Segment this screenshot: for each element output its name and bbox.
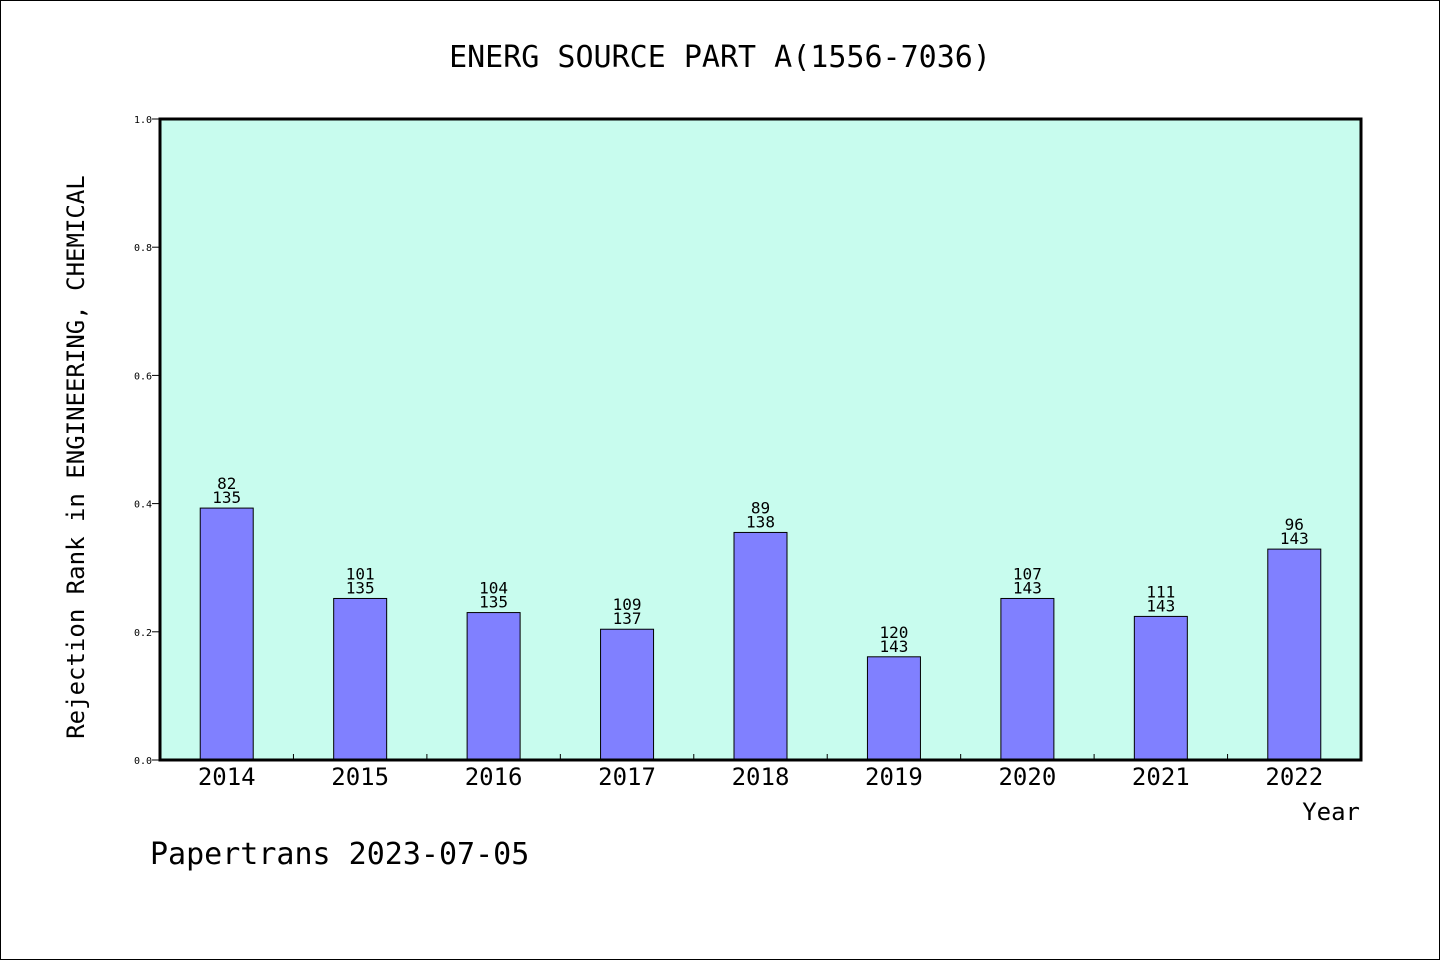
bar-2018	[733, 531, 788, 761]
bar-rank-label: 96	[1285, 515, 1304, 534]
x-tick-label: 2014	[198, 763, 256, 791]
bar-total-label: 138	[746, 512, 775, 531]
x-tick-label: 2017	[598, 763, 656, 791]
bar-total-label: 135	[212, 488, 241, 507]
bar-rank-label: 111	[1146, 582, 1175, 601]
bar-rank-label: 89	[751, 498, 770, 517]
bar-2017	[600, 628, 655, 761]
y-axis-label: Rejection Rank in ENGINEERING, CHEMICAL	[62, 175, 90, 739]
x-axis: 2014 2015 2016 2017 2018 2019 2020 2021 2022	[198, 754, 1323, 791]
plot-border	[158, 117, 1363, 762]
bar-total-label: 143	[1146, 596, 1175, 615]
bar-2016	[466, 612, 521, 761]
bar-total-label: 135	[479, 593, 508, 612]
bar-2021	[1133, 615, 1188, 761]
bar-total-label: 143	[1280, 529, 1309, 548]
bar-total-label: 143	[879, 637, 908, 656]
bar-total-label: 137	[613, 609, 642, 628]
bar-2019	[866, 656, 921, 761]
bar-rank-label: 120	[879, 623, 908, 642]
bar-2015	[333, 597, 388, 761]
y-tick-label: 0.6	[134, 371, 152, 382]
bar-rank-label: 107	[1013, 564, 1042, 583]
bar-2014	[199, 507, 254, 761]
y-tick-label: 0.2	[134, 628, 152, 639]
y-tick-label: 0.4	[134, 500, 152, 511]
y-tick-label: 0.8	[134, 243, 152, 254]
x-tick-label: 2015	[331, 763, 389, 791]
bar-2020	[1000, 597, 1055, 761]
bar-rank-label: 109	[613, 595, 642, 614]
x-tick-label: 2016	[465, 763, 523, 791]
bar-rank-label: 104	[479, 579, 508, 598]
bar-rank-label: 82	[217, 474, 236, 493]
bar-total-label: 135	[346, 578, 375, 597]
x-axis-label: Year	[1302, 798, 1360, 826]
chart-title: ENERG SOURCE PART A(1556-7036)	[449, 40, 991, 75]
bar-2022	[1267, 548, 1322, 761]
bar-total-label: 143	[1013, 578, 1042, 597]
bar-rank-label: 101	[346, 564, 375, 583]
x-tick-label: 2020	[998, 763, 1056, 791]
y-axis: 0.0 0.2 0.4 0.6 0.8 1.0	[134, 115, 160, 767]
bars-group	[199, 507, 1322, 761]
x-tick-label: 2019	[865, 763, 923, 791]
footer-text: Papertrans 2023-07-05	[150, 837, 529, 872]
x-tick-label: 2022	[1265, 763, 1323, 791]
y-tick-label: 0.0	[134, 756, 152, 767]
x-tick-label: 2018	[732, 763, 790, 791]
y-tick-label: 1.0	[134, 115, 152, 126]
x-tick-label: 2021	[1132, 763, 1190, 791]
